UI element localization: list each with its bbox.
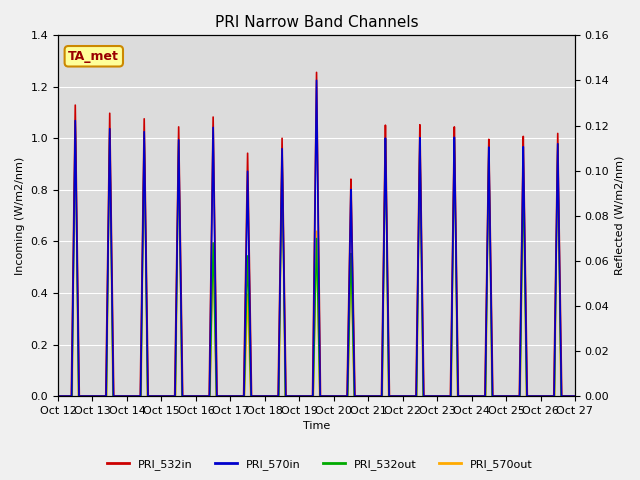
PRI_532in xyxy=(180,393,188,399)
PRI_570in xyxy=(567,393,575,399)
Title: PRI Narrow Band Channels: PRI Narrow Band Channels xyxy=(214,15,419,30)
PRI_570out xyxy=(174,179,182,185)
PRI_570in xyxy=(180,393,188,399)
PRI_532out xyxy=(249,393,257,399)
PRI_570in xyxy=(54,393,62,399)
Line: PRI_532out: PRI_532out xyxy=(58,120,575,396)
PRI_570in xyxy=(174,177,182,183)
Line: PRI_532in: PRI_532in xyxy=(58,72,575,396)
PRI_532out xyxy=(180,393,188,399)
PRI_570out xyxy=(177,335,185,340)
PRI_570out xyxy=(54,393,62,399)
X-axis label: Time: Time xyxy=(303,421,330,432)
PRI_532out xyxy=(571,393,579,399)
PRI_570out xyxy=(249,393,257,399)
Text: TA_met: TA_met xyxy=(68,50,119,63)
PRI_532in xyxy=(286,393,294,399)
Line: PRI_570out: PRI_570out xyxy=(58,120,575,396)
PRI_570in xyxy=(177,290,185,296)
PRI_570in xyxy=(249,393,257,399)
PRI_570in xyxy=(286,393,294,399)
PRI_532in xyxy=(174,162,182,168)
PRI_532out xyxy=(174,175,182,180)
Y-axis label: Reflected (W/m2/nm): Reflected (W/m2/nm) xyxy=(615,156,625,276)
PRI_532out xyxy=(54,393,62,399)
PRI_532in xyxy=(571,393,579,399)
PRI_532out xyxy=(72,118,79,123)
Y-axis label: Incoming (W/m2/nm): Incoming (W/m2/nm) xyxy=(15,156,25,275)
PRI_532in xyxy=(54,393,62,399)
Line: PRI_570in: PRI_570in xyxy=(58,80,575,396)
PRI_532out xyxy=(567,393,575,399)
PRI_532out xyxy=(286,393,294,399)
PRI_532in xyxy=(312,70,320,75)
PRI_532in xyxy=(177,271,185,277)
PRI_570in xyxy=(312,77,320,83)
PRI_532in xyxy=(567,393,575,399)
PRI_532out xyxy=(177,313,185,319)
PRI_570out xyxy=(72,118,79,123)
PRI_570out xyxy=(180,393,188,399)
PRI_570in xyxy=(571,393,579,399)
PRI_570out xyxy=(571,393,579,399)
PRI_570out xyxy=(286,393,294,399)
PRI_532in xyxy=(249,393,257,399)
Legend: PRI_532in, PRI_570in, PRI_532out, PRI_570out: PRI_532in, PRI_570in, PRI_532out, PRI_57… xyxy=(102,455,538,474)
PRI_570out xyxy=(567,393,575,399)
